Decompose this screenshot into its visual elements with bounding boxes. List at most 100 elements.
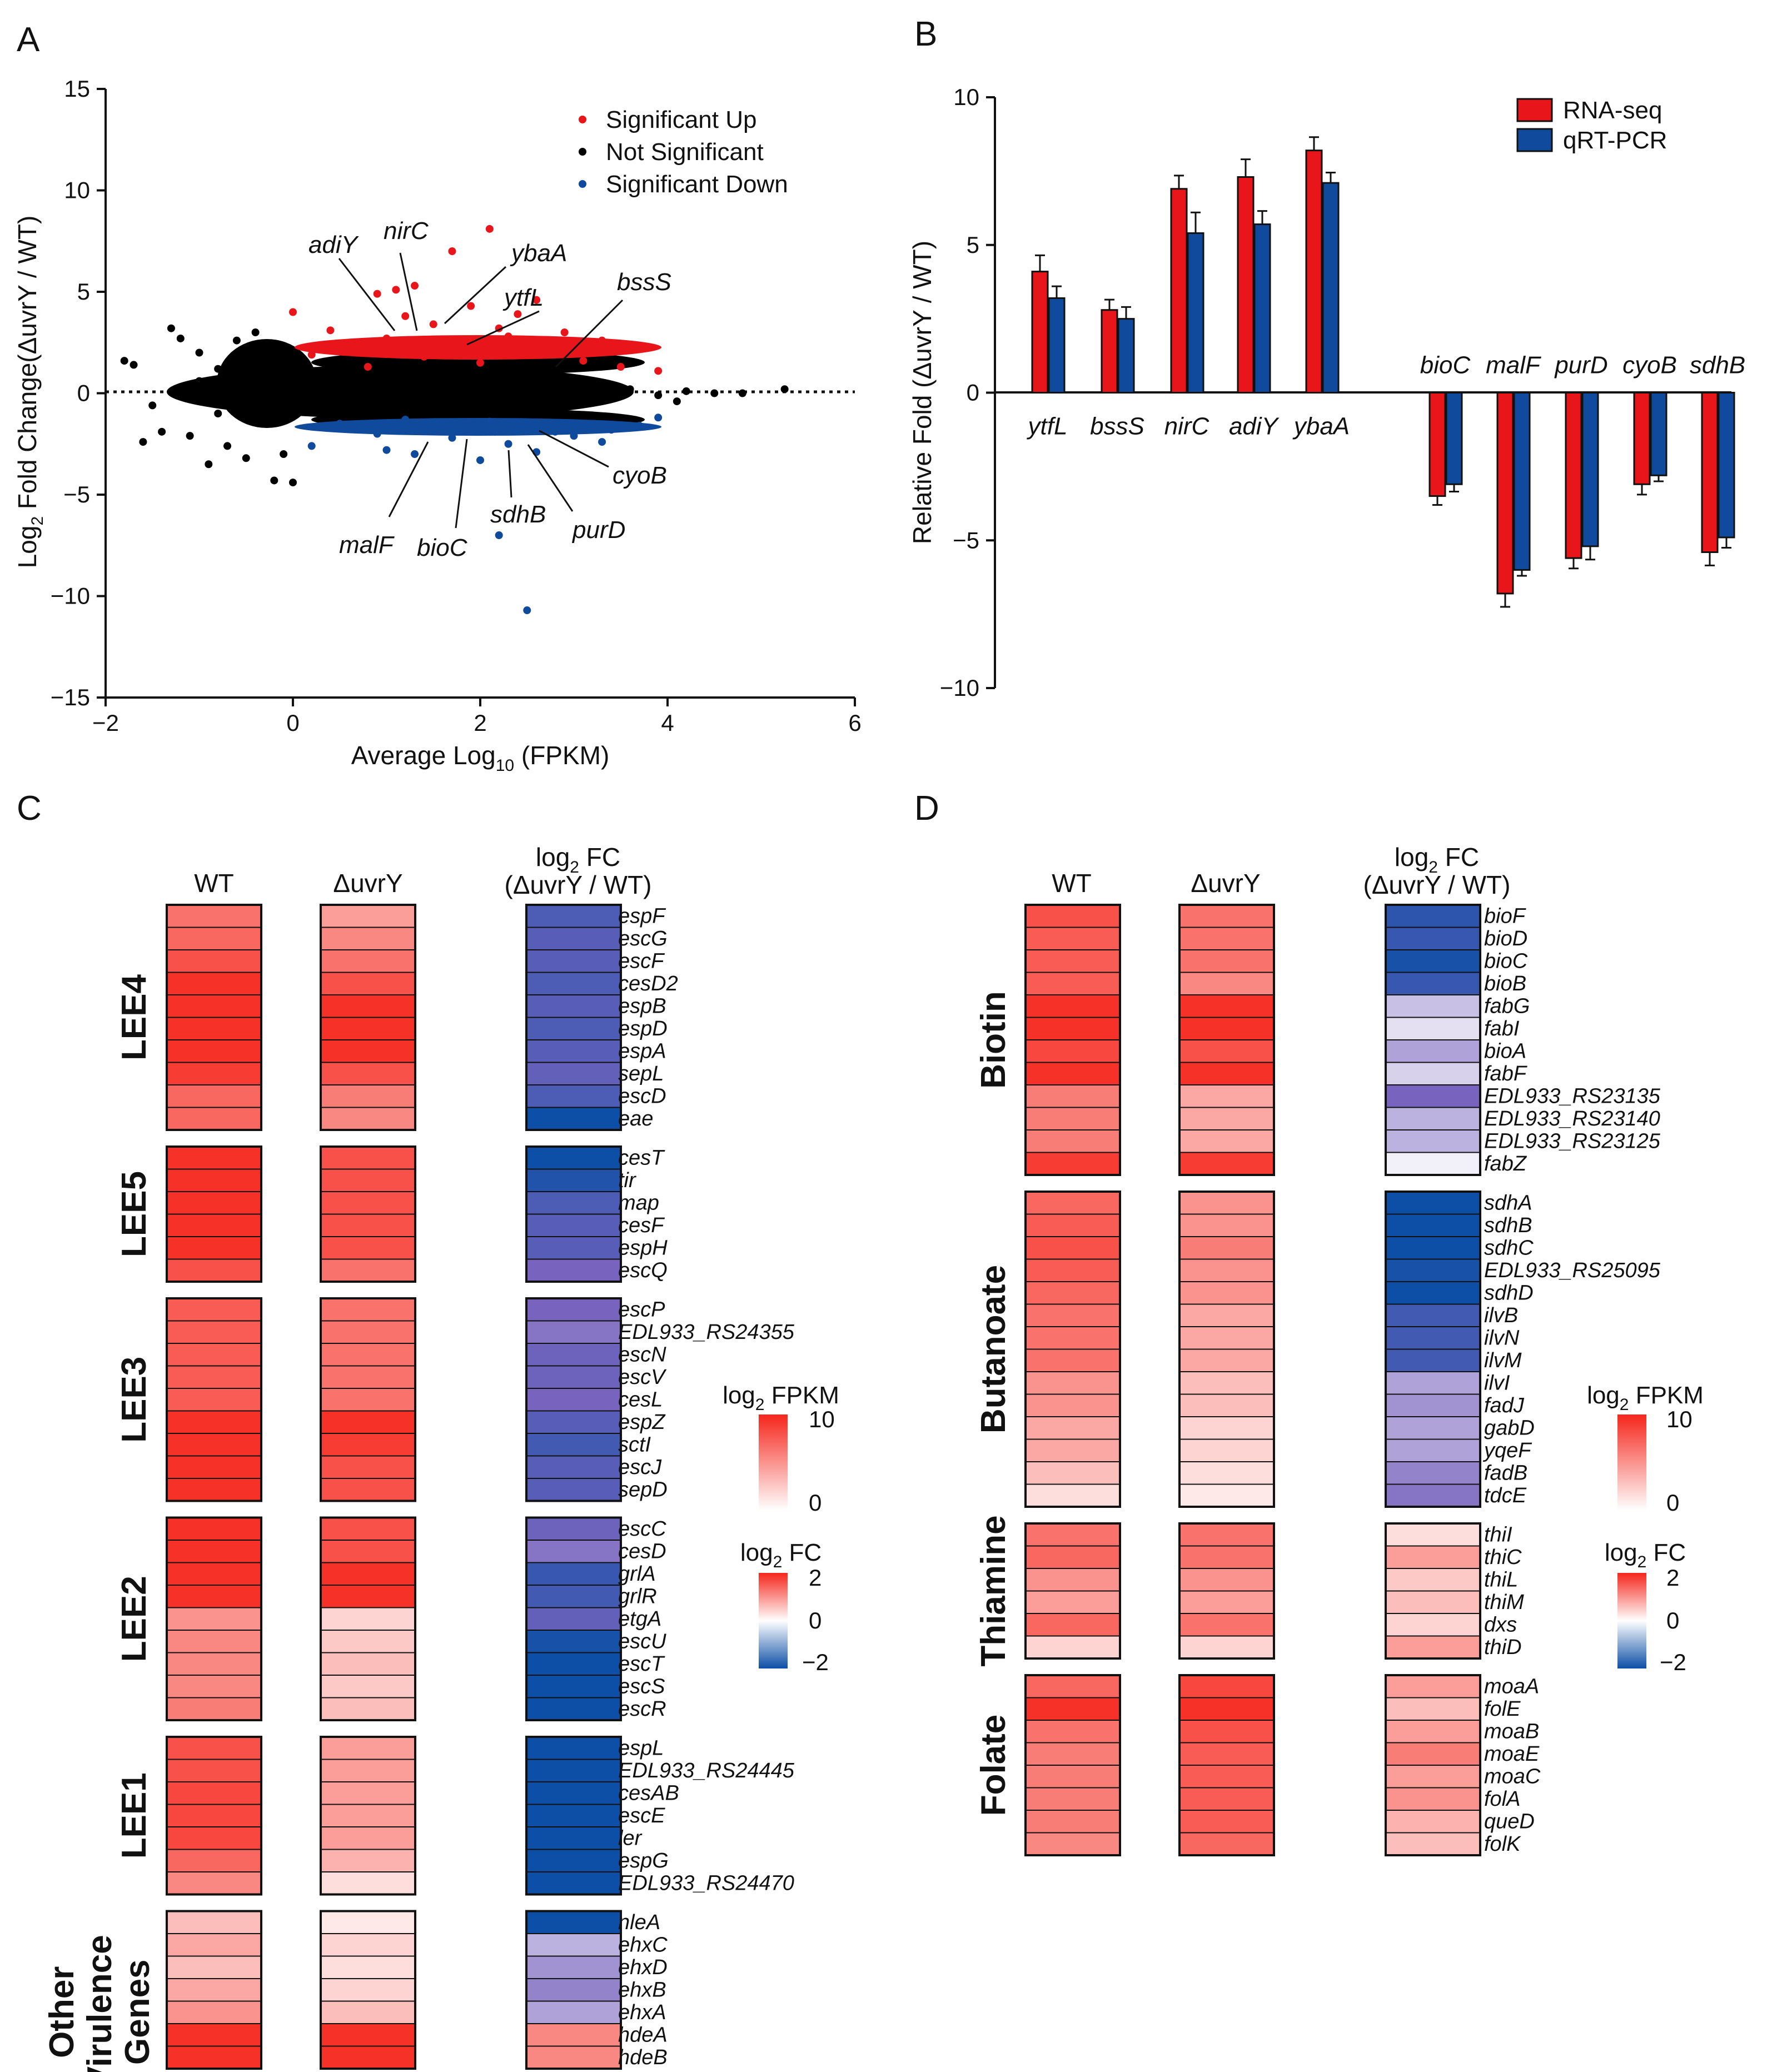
wt-cell [1025, 1371, 1121, 1395]
wt-cell [166, 972, 262, 995]
bar [1101, 309, 1118, 394]
gene-label: yqeF [1482, 1439, 1532, 1462]
mutant-cell [1179, 949, 1275, 973]
legend-ns-label: Not Significant [606, 138, 764, 166]
y-tick-label: 0 [967, 380, 979, 406]
mutant-cell [320, 1804, 416, 1827]
scatter-point [317, 381, 325, 389]
gene-label: queD [1484, 1810, 1535, 1834]
scatter-point [186, 432, 194, 440]
y-tick-label: 5 [967, 232, 979, 258]
fc-cell [526, 904, 621, 928]
group-border [320, 1736, 416, 1896]
wt-cell [166, 1191, 262, 1215]
mutant-cell [320, 1213, 416, 1237]
mutant-cell [1179, 972, 1275, 995]
scatter-point [195, 377, 203, 385]
fc-cell [526, 1410, 621, 1434]
panel-a-ticks: −2 0 2 4 6 15 10 5 0 −5 −10 −15 [51, 76, 862, 736]
wt-cell [166, 1933, 262, 1957]
gene-label: espZ [618, 1411, 666, 1434]
fc-cell [1385, 1039, 1481, 1063]
group-border [320, 1145, 416, 1283]
c-fc-h-sub: 2 [570, 858, 579, 876]
wt-cell [1025, 1613, 1121, 1637]
gene-label: ehxD [618, 1956, 668, 1979]
scatter-point [626, 345, 634, 353]
gene-label: espB [618, 995, 666, 1018]
fc-cell [1385, 927, 1481, 950]
group-border [166, 1736, 262, 1896]
mutant-cell [320, 1320, 416, 1344]
group-border [1385, 1522, 1481, 1660]
scatter-point [504, 440, 512, 448]
ybaA-leader [444, 266, 507, 325]
bar [1633, 392, 1651, 485]
mutant-cell [320, 1562, 416, 1586]
fc-cell [526, 1675, 621, 1699]
wt-cell [1025, 1675, 1121, 1699]
gene-label: escR [618, 1697, 666, 1721]
mutant-cell [1179, 1393, 1275, 1417]
gene-label: escP [618, 1298, 665, 1322]
gene-label: ehxC [618, 1934, 668, 1957]
bar [1253, 223, 1271, 394]
bar [1513, 392, 1531, 571]
mutant-cell [320, 1826, 416, 1850]
legend-down-dot [579, 180, 586, 188]
mutant-cell [1179, 1371, 1275, 1395]
scatter-point [476, 358, 484, 367]
wt-cell [166, 1084, 262, 1108]
panel-a-volcano-plot: −2 0 2 4 6 15 10 5 0 −5 −10 −15 adiY nirC [13, 76, 862, 775]
wt-cell [166, 1955, 262, 1979]
gene-label: EDL933_RS25095 [1484, 1259, 1661, 1282]
panel-c-cells: espFescGescFcesD2espBespDespAsepLescDeae… [43, 904, 795, 2072]
annotation-cyoB: cyoB [613, 462, 667, 489]
scatter-point [673, 397, 681, 406]
group-label: Biotin [974, 991, 1013, 1089]
category-label: malF [1486, 352, 1541, 379]
fc-cell [526, 1017, 621, 1040]
scatter-point [570, 432, 578, 440]
y-tick-label: −10 [940, 675, 979, 701]
legend-up-dot [579, 116, 586, 123]
d-fc-header-2: (ΔuvrY / WT) [1363, 870, 1511, 899]
c-fpkm-l-main: log [723, 1382, 755, 1409]
wt-cell [1025, 1393, 1121, 1417]
scatter-point [223, 442, 232, 450]
scatter-point [429, 424, 437, 432]
mutant-cell [1179, 1765, 1275, 1789]
d-fpkm-tick-lo: 0 [1666, 1490, 1679, 1516]
fc-cell [1385, 1787, 1481, 1811]
group-border [320, 1297, 416, 1502]
mutant-cell [320, 1759, 416, 1782]
category-label: bioC [1420, 352, 1471, 379]
annotation-purD: purD [571, 516, 625, 544]
y-tick-label: −5 [953, 527, 979, 553]
x-tick-label: 6 [848, 710, 861, 736]
gene-label: espL [618, 1737, 664, 1760]
scatter-point [523, 340, 531, 348]
fc-cell [1385, 1545, 1481, 1569]
mutant-cell [320, 1455, 416, 1479]
scatter-point [345, 395, 354, 404]
d-col-mut: ΔuvrY [1191, 869, 1260, 898]
panel-c-heatmap: WT ΔuvrY log2 FC (ΔuvrY / WT) espFescGes… [43, 843, 795, 2072]
mutant-cell [1179, 1236, 1275, 1260]
fc-cell [1385, 1613, 1481, 1637]
scatter-point [270, 476, 278, 485]
mutant-cell [1179, 1152, 1275, 1176]
scatter-point [541, 393, 550, 401]
gene-label: escG [618, 927, 668, 950]
wt-cell [1025, 1461, 1121, 1485]
c-fpkm-l-sub: 2 [755, 1396, 765, 1414]
wt-cell [1025, 1590, 1121, 1614]
d-col-wt: WT [1052, 869, 1092, 898]
wt-cell [1025, 1017, 1121, 1040]
mutant-cell [320, 1107, 416, 1130]
bar [1237, 176, 1255, 394]
gene-label: cesD2 [618, 972, 678, 995]
d-scale-legends: log2 FPKM 10 0 log2 FC 2 0 −2 [1587, 1382, 1704, 1675]
legend-rna-label: RNA-seq [1563, 97, 1662, 124]
d-fc-l-main: log [1605, 1539, 1637, 1566]
